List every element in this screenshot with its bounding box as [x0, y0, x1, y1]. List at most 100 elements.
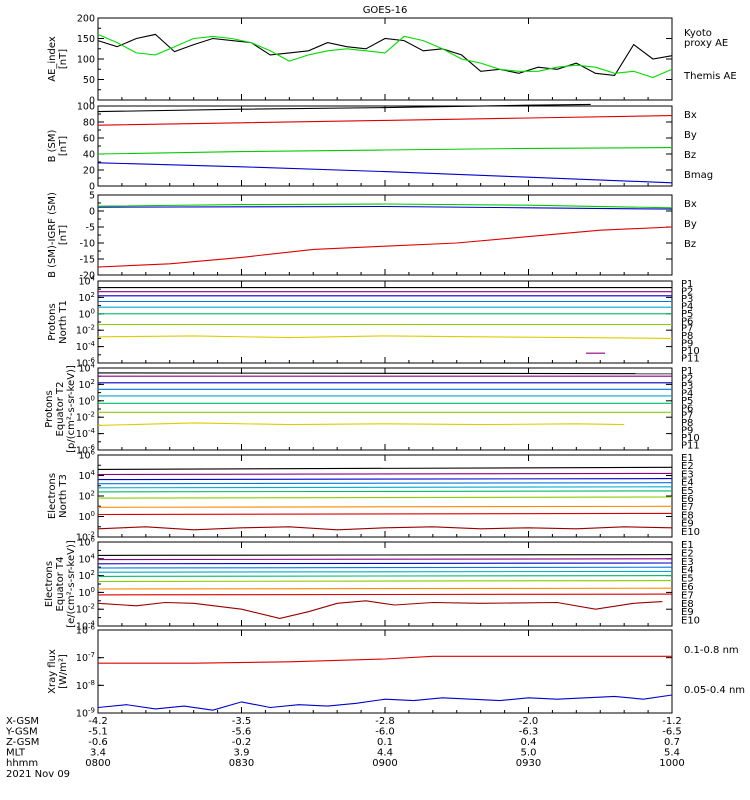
y-tick-label: 10-2: [76, 531, 95, 544]
legend-e10: E10: [681, 616, 700, 627]
y-tick-label: 10-2: [76, 324, 95, 337]
coord-value: -3.5: [232, 716, 252, 727]
coord-value: -0.6: [88, 737, 108, 748]
legend-e8: E8: [681, 599, 694, 610]
chart-title: GOES-16: [363, 5, 408, 16]
series-p1: [97, 372, 673, 375]
y-tick-label: 200: [77, 14, 95, 25]
y-axis-label: Electrons: [47, 473, 58, 519]
panel-2: [97, 103, 673, 187]
y-axis-label: [nT]: [58, 49, 69, 69]
legend-e2: E2: [681, 548, 694, 559]
panel-4: [97, 280, 673, 364]
legend-p8: P8: [681, 331, 693, 342]
y-tick-label: 100: [78, 307, 95, 320]
y-tick-label: 0: [89, 96, 95, 107]
legend-p7: P7: [681, 324, 693, 335]
coord-value: -6.3: [519, 727, 539, 738]
legend-p9: P9: [681, 426, 693, 437]
legend-p6: P6: [681, 316, 693, 327]
legend-kyoto: Kyoto: [684, 28, 712, 39]
legend-p5: P5: [681, 396, 693, 407]
series-bx: [97, 205, 673, 210]
legend-p11: P11: [681, 441, 700, 452]
panel-frame: [97, 17, 673, 101]
panel-5: [97, 367, 673, 451]
coord-value: 5.0: [521, 748, 537, 759]
y-tick-label: 106: [78, 449, 95, 462]
legend-p10: P10: [681, 433, 700, 444]
y-tick-label: -15: [79, 255, 95, 266]
coord-value: -0.2: [232, 737, 252, 748]
panel-frame: [97, 280, 673, 364]
series-p8: [97, 335, 673, 339]
y-tick-label: 100: [77, 102, 95, 113]
series-e6: [97, 575, 673, 577]
legend-e4: E4: [681, 565, 694, 576]
y-tick-label: -5: [86, 223, 95, 234]
y-tick-label: 20: [83, 166, 95, 177]
coord-label-y-gsm: Y-GSM: [5, 727, 38, 738]
y-axis-label: AE_index: [47, 36, 58, 82]
legend-p11: P11: [681, 354, 700, 365]
coord-value: 5.4: [664, 748, 680, 759]
y-tick-label: 100: [77, 55, 95, 66]
y-tick-label: 10-2: [76, 411, 95, 424]
series-e2: [97, 472, 673, 476]
legend-p6: P6: [681, 403, 693, 414]
coord-value: -5.1: [88, 727, 108, 738]
series-e6: [97, 490, 673, 493]
legend-e8: E8: [681, 510, 694, 521]
legend-by: By: [684, 219, 697, 230]
y-axis-label: Equator T4: [55, 557, 66, 612]
legend-e7: E7: [681, 590, 694, 601]
y-tick-label: 100: [78, 394, 95, 407]
legend-themis-ae: Themis AE: [683, 71, 737, 82]
legend-e1: E1: [681, 453, 694, 464]
panel-frame: [97, 367, 673, 451]
y-tick-label: 102: [78, 569, 95, 582]
series-e8: [97, 587, 673, 590]
y-axis-label: North T1: [58, 300, 69, 344]
y-tick-label: 104: [78, 275, 95, 288]
legend-0-05-0-4-nm: 0.05-0.4 nm: [684, 685, 745, 696]
y-tick-label: 10-2: [76, 603, 95, 616]
series-e9: [97, 593, 673, 596]
y-tick-label: 150: [77, 34, 95, 45]
legend-p3: P3: [681, 294, 693, 305]
coord-value: 4.4: [377, 748, 393, 759]
legend-e10: E10: [681, 527, 700, 538]
y-tick-label: 104: [78, 552, 95, 565]
y-tick-label: 80: [83, 118, 95, 129]
legend-e9: E9: [681, 519, 694, 530]
legend-bx: Bx: [684, 199, 697, 210]
y-tick-label: 100: [78, 586, 95, 599]
y-axis-label: Xray flux: [47, 649, 58, 694]
legend-p2: P2: [681, 286, 693, 297]
y-tick-label: -10: [79, 239, 95, 250]
series-by: [97, 147, 673, 155]
y-tick-label: 50: [83, 75, 95, 86]
coord-value: 0930: [516, 758, 541, 769]
panel-7: [97, 541, 673, 627]
coord-value: 0.4: [521, 737, 537, 748]
series-by: [97, 203, 673, 209]
legend-e9: E9: [681, 607, 694, 618]
coord-value: 1000: [659, 758, 684, 769]
y-axis-label: B (SM): [47, 129, 58, 162]
y-axis-label: Equator T2: [55, 382, 66, 437]
y-tick-label: 102: [78, 490, 95, 503]
y-tick-label: 104: [78, 362, 95, 375]
y-tick-label: 10-4: [76, 620, 96, 633]
y-tick-label: 10-4: [76, 340, 96, 353]
legend-bx: Bx: [684, 110, 697, 121]
coord-value: 0.1: [377, 737, 393, 748]
panel-frame: [97, 629, 673, 714]
series-e1: [97, 466, 673, 470]
series-e10: [97, 526, 673, 531]
coord-value: -2.0: [519, 716, 539, 727]
y-tick-label: 0: [89, 207, 95, 218]
panel-frame: [97, 105, 673, 187]
y-axis-label: [e/(cm²-s-sr-keV)]: [66, 540, 77, 628]
coord-value: -1.2: [662, 716, 682, 727]
